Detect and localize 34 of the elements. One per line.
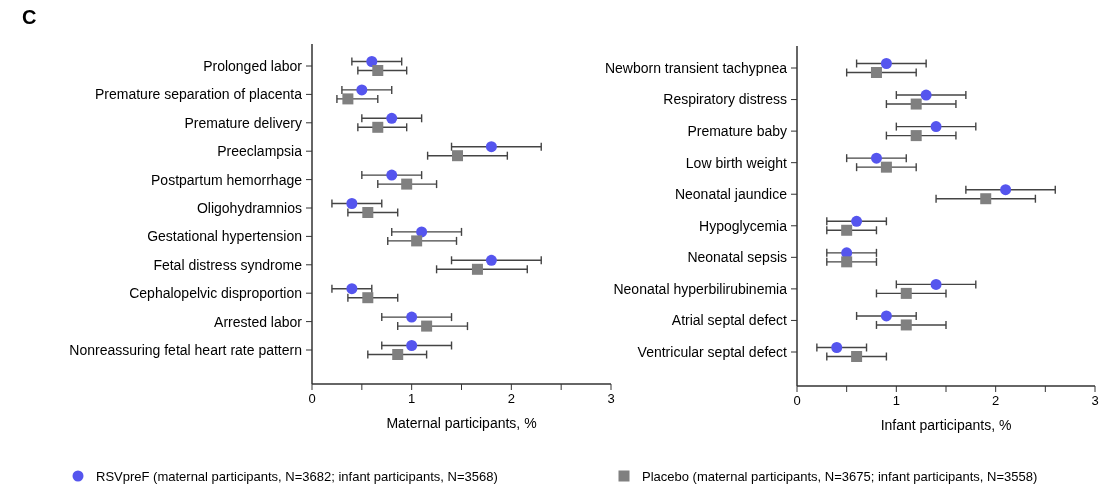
x-tick-label: 0 — [793, 393, 801, 408]
y-tick-label: Low birth weight — [685, 154, 788, 171]
legend-label: RSVpreF (maternal participants, N=3682; infant participants, N=3568) — [96, 468, 498, 484]
x-axis-title: Maternal participants, % — [386, 415, 537, 431]
text: C — [22, 6, 37, 28]
y-tick-label: Cephalopelvic disproportion — [129, 285, 302, 302]
y-tick-label: Hypoglycemia — [699, 217, 788, 234]
y-tick-label: Neonatal jaundice — [674, 186, 788, 203]
x-tick-label: 1 — [892, 393, 900, 408]
y-tick-label: Neonatal sepsis — [687, 249, 787, 266]
x-tick-label: 0 — [308, 391, 316, 406]
y-tick-label: Respiratory distress — [663, 91, 787, 108]
y-tick-label: Premature delivery — [184, 114, 302, 131]
y-tick-label: Prolonged labor — [203, 57, 303, 74]
y-tick-label: Premature separation of placenta — [94, 86, 303, 103]
y-tick-label: Ventricular septal defect — [637, 343, 788, 360]
x-tick-label: 1 — [408, 391, 416, 406]
y-tick-label: Preeclampsia — [217, 143, 303, 160]
y-tick-label: Atrial septal defect — [671, 312, 788, 329]
y-tick-label: Premature baby — [687, 123, 787, 140]
y-tick-label: Nonreassuring fetal heart rate pattern — [69, 341, 302, 358]
x-tick-label: 3 — [607, 391, 615, 406]
legend-label: Placebo (maternal participants, N=3675; infant participants, N=3558) — [642, 468, 1038, 484]
y-tick-label: Gestational hypertension — [147, 228, 302, 245]
x-tick-label: 2 — [992, 393, 1000, 408]
y-tick-label: Newborn transient tachypnea — [604, 59, 788, 76]
y-tick-label: Arrested labor — [214, 313, 303, 330]
y-tick-label: Postpartum hemorrhage — [151, 171, 303, 188]
x-tick-label: 2 — [507, 391, 515, 406]
x-tick-label: 3 — [1091, 393, 1099, 408]
y-tick-label: Neonatal hyperbilirubinemia — [613, 280, 788, 297]
y-tick-label: Oligohydramnios — [196, 199, 302, 216]
x-axis-title: Infant participants, % — [880, 417, 1012, 433]
y-tick-label: Fetal distress syndrome — [153, 256, 303, 273]
